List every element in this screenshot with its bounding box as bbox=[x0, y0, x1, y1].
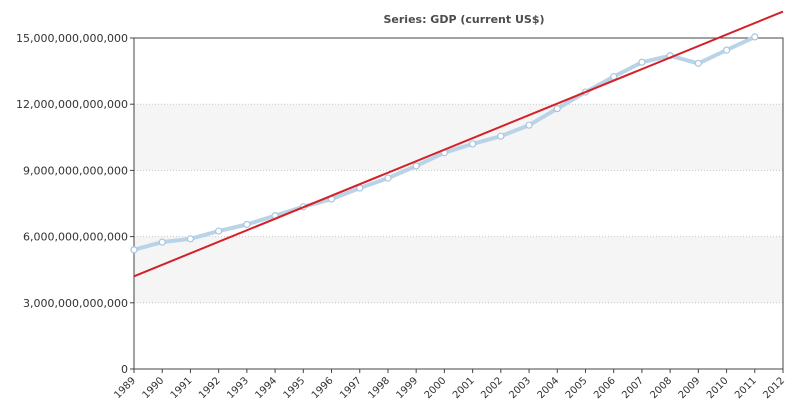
x-tick-label: 2003 bbox=[507, 375, 533, 401]
x-tick-label: 2002 bbox=[479, 375, 505, 401]
data-point bbox=[638, 58, 646, 66]
data-point bbox=[412, 162, 420, 170]
x-tick-label: 2007 bbox=[620, 375, 646, 401]
x-tick-label: 2000 bbox=[423, 375, 449, 401]
data-point bbox=[525, 121, 533, 129]
x-tick-label: 1991 bbox=[169, 375, 195, 401]
y-tick-label: 3,000,000,000,000 bbox=[23, 297, 128, 310]
x-tick-label: 2005 bbox=[564, 375, 590, 401]
grid-lines bbox=[134, 103, 783, 304]
data-point bbox=[186, 235, 195, 243]
x-tick-label: 1995 bbox=[282, 375, 308, 401]
plot-frame bbox=[133, 37, 784, 370]
data-point bbox=[497, 132, 505, 140]
plot-background bbox=[134, 104, 783, 303]
trendline bbox=[133, 10, 784, 278]
x-tick-label: 1994 bbox=[253, 375, 279, 401]
data-point bbox=[384, 174, 392, 182]
y-tick-label: 12,000,000,000,000 bbox=[16, 98, 128, 111]
data-point bbox=[751, 33, 759, 41]
x-tick-label: 1990 bbox=[141, 375, 167, 401]
data-point bbox=[469, 140, 477, 148]
y-tick-label: 6,000,000,000,000 bbox=[23, 231, 128, 244]
data-point bbox=[215, 227, 223, 235]
x-tick-label: 1992 bbox=[197, 375, 223, 401]
x-tick-label: 2006 bbox=[592, 375, 618, 401]
x-tick-label: 2012 bbox=[761, 375, 787, 401]
x-tick-label: 1999 bbox=[395, 375, 421, 401]
x-tick-label: 2001 bbox=[451, 375, 477, 401]
trendline-layer bbox=[133, 10, 784, 278]
data-point bbox=[694, 59, 702, 67]
data-point bbox=[158, 238, 166, 246]
data-point bbox=[130, 246, 138, 254]
x-tick-label: 1993 bbox=[225, 375, 251, 401]
background-band bbox=[134, 236, 783, 303]
x-axis: 1989 1990 1991 1992 1993 1994 1995 1996 1997 1998… bbox=[112, 369, 787, 401]
data-point bbox=[722, 46, 731, 54]
y-axis: 0 3,000,000,000,000 6,000,000,000,000 9,000… bbox=[16, 32, 134, 376]
y-tick-label: 0 bbox=[121, 363, 128, 376]
data-point bbox=[243, 220, 251, 229]
x-tick-label: 1997 bbox=[338, 375, 364, 401]
x-tick-label: 2011 bbox=[733, 375, 759, 401]
x-tick-label: 2010 bbox=[705, 375, 731, 401]
chart-title: Series: GDP (current US$) bbox=[383, 13, 544, 26]
data-point bbox=[553, 105, 561, 113]
x-tick-label: 2004 bbox=[536, 375, 562, 401]
x-tick-label: 1989 bbox=[112, 375, 138, 401]
y-tick-label: 9,000,000,000,000 bbox=[23, 164, 128, 177]
x-tick-label: 2008 bbox=[648, 375, 674, 401]
background-band bbox=[134, 104, 783, 171]
x-tick-label: 1998 bbox=[366, 375, 392, 401]
series-layer bbox=[130, 33, 759, 254]
y-tick-label: 15,000,000,000,000 bbox=[16, 32, 128, 45]
x-tick-label: 2009 bbox=[677, 375, 703, 401]
x-tick-label: 1996 bbox=[310, 375, 336, 401]
